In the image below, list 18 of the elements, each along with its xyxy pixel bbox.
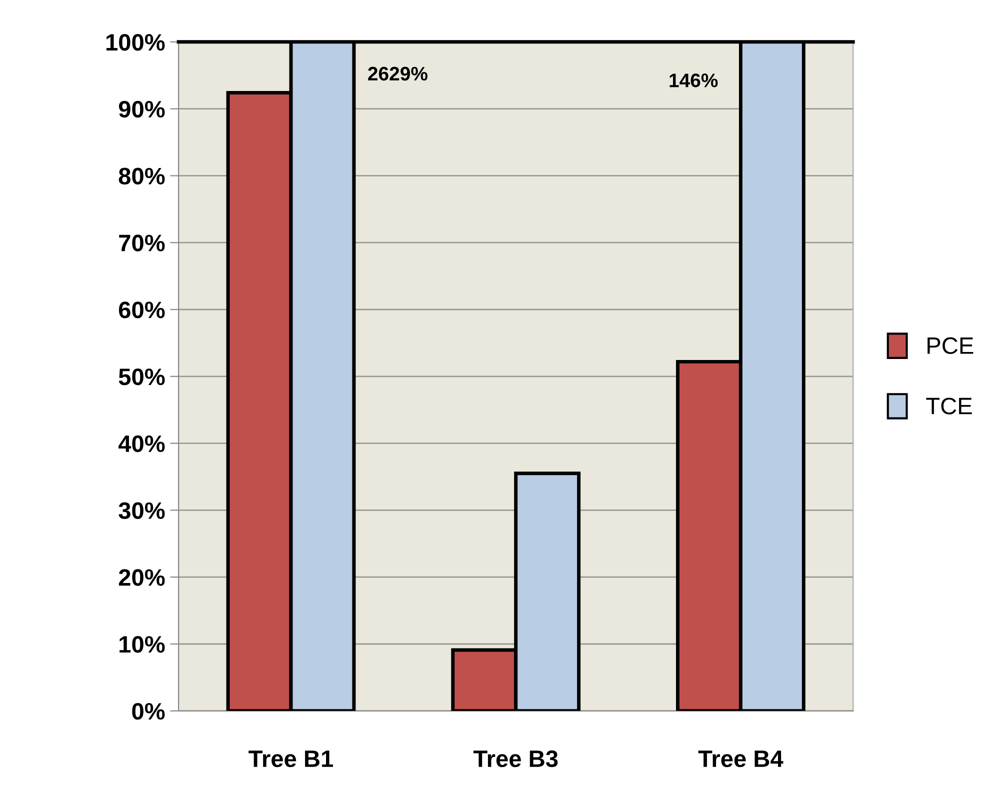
legend-label: PCE <box>928 337 974 354</box>
y-tick-label: 30% <box>118 502 165 520</box>
y-tick-label: 20% <box>118 569 165 586</box>
y-tick-label: 70% <box>119 234 165 252</box>
annotation: 146% <box>670 74 718 88</box>
y-tick-label: 90% <box>118 100 165 118</box>
annotation: 2629% <box>368 66 428 81</box>
y-tick-label: 0% <box>132 702 165 720</box>
legend-label: TCE <box>926 398 972 414</box>
y-tick-label: 100% <box>106 34 165 51</box>
x-tick-label: Tree B3 <box>473 750 558 768</box>
y-tick-label: 10% <box>120 636 165 653</box>
y-tick-label: 40% <box>118 435 165 452</box>
y-tick-label: 50% <box>118 368 165 386</box>
y-tick-label: 60% <box>118 302 165 318</box>
x-tick-label: Tree B4 <box>698 750 784 768</box>
x-tick-label: Tree B1 <box>248 750 333 768</box>
y-tick-label: 80% <box>118 168 165 184</box>
